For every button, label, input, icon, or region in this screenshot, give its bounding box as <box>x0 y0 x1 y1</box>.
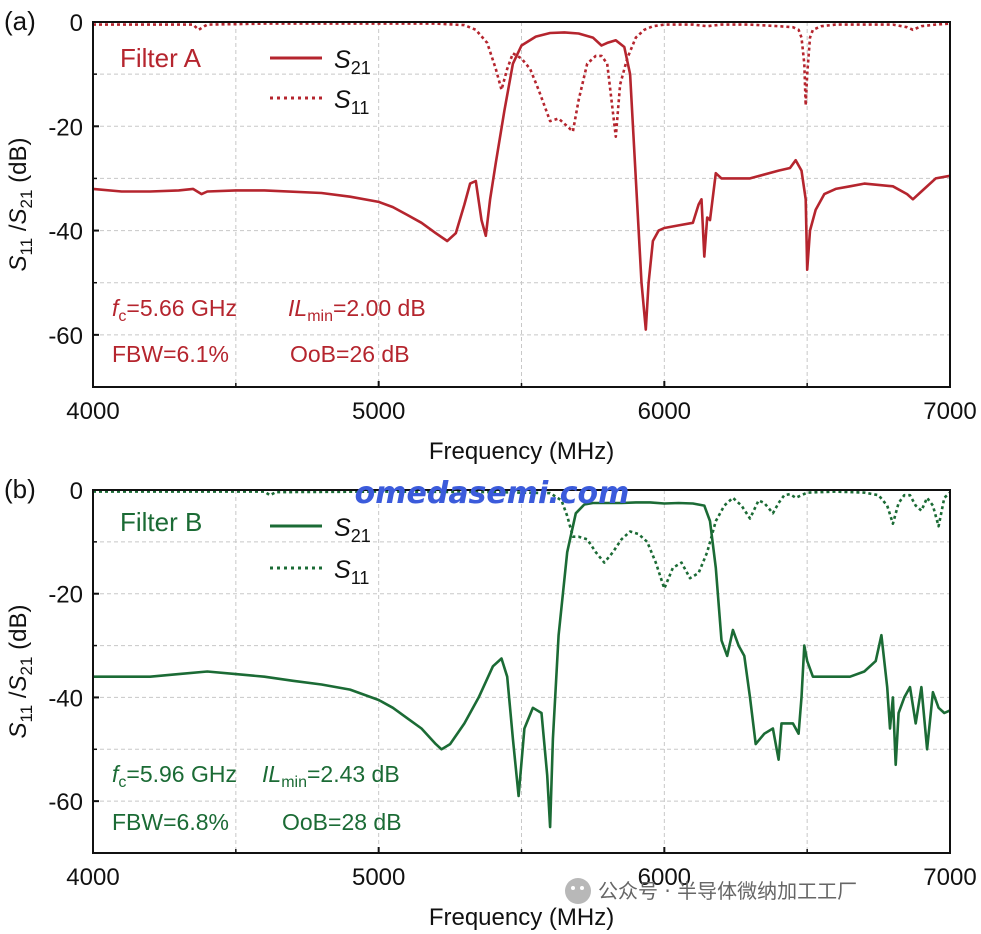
series-s11-line <box>93 22 951 138</box>
annotation-fbw: FBW=6.1% <box>112 341 229 367</box>
legend-entry-s21: S21 <box>334 514 371 546</box>
panel-label: (a) <box>4 6 36 36</box>
legend-entry-s21: S21 <box>334 46 371 78</box>
source-watermark: 公众号 · 半导体微纳加工工厂 <box>565 878 857 904</box>
y-tick-label: -20 <box>48 114 83 141</box>
source-watermark-text: 公众号 · 半导体微纳加工工厂 <box>598 879 857 903</box>
y-tick-label: -40 <box>48 685 83 712</box>
x-axis-label: Frequency (MHz) <box>429 904 614 931</box>
y-tick-label: -60 <box>48 323 83 350</box>
y-tick-label: 0 <box>70 10 83 37</box>
annotations: fc=5.66 GHz ILmin=2.00 dB FBW=6.1% OoB=2… <box>112 295 426 367</box>
y-tick-label: -20 <box>48 582 83 609</box>
legend: S21 S11 <box>270 46 371 118</box>
series-s21-line <box>92 31 951 331</box>
annotations: fc=5.96 GHz ILmin=2.43 dB FBW=6.8% OoB=2… <box>112 761 402 835</box>
annotation-il: ILmin=2.43 dB <box>262 761 400 791</box>
annotation-oob: OoB=26 dB <box>290 341 410 367</box>
filter-name: Filter B <box>120 507 202 537</box>
ticks: 4000 5000 6000 7000 0 -20 -40 -60 <box>48 10 976 425</box>
watermark-text: omedasemi.com <box>355 476 630 511</box>
legend: S21 S11 <box>270 514 371 588</box>
x-tick-label: 4000 <box>66 398 119 425</box>
x-axis-label: Frequency (MHz) <box>429 438 614 465</box>
panel-a: (a) 4000 5000 6000 7000 0 -20 -40 -60 Frequency… <box>4 6 977 465</box>
x-tick-label: 4000 <box>66 864 119 891</box>
y-axis-label: S11 /S21 (dB) <box>5 138 36 272</box>
x-tick-label: 5000 <box>352 864 405 891</box>
series-layer <box>93 490 951 829</box>
panel-label: (b) <box>4 474 36 504</box>
x-tick-label: 6000 <box>638 398 691 425</box>
y-tick-label: -40 <box>48 219 83 246</box>
annotation-fc: fc=5.66 GHz <box>112 295 237 325</box>
legend-entry-s11: S11 <box>334 86 369 118</box>
x-tick-label: 7000 <box>923 864 976 891</box>
wechat-icon <box>565 878 591 904</box>
grid <box>93 22 950 387</box>
panel-b: (b) 4000 5000 6000 7000 0 -20 -40 -60 Frequency… <box>4 474 977 931</box>
legend-entry-s11: S11 <box>334 556 369 588</box>
x-tick-label: 7000 <box>923 398 976 425</box>
filter-name: Filter A <box>120 43 202 73</box>
series-layer <box>92 22 951 331</box>
y-tick-label: 0 <box>70 478 83 505</box>
annotation-oob: OoB=28 dB <box>282 809 402 835</box>
ticks: 4000 5000 6000 7000 0 -20 -40 -60 <box>48 478 976 891</box>
series-s21-line <box>93 501 951 829</box>
x-tick-label: 5000 <box>352 398 405 425</box>
annotation-il: ILmin=2.00 dB <box>288 295 426 325</box>
y-axis-label: S11 /S21 (dB) <box>5 605 36 739</box>
x-tick-label: 6000 <box>638 864 691 891</box>
y-tick-label: -60 <box>48 789 83 816</box>
annotation-fc: fc=5.96 GHz <box>112 761 237 791</box>
annotation-fbw: FBW=6.8% <box>112 809 229 835</box>
